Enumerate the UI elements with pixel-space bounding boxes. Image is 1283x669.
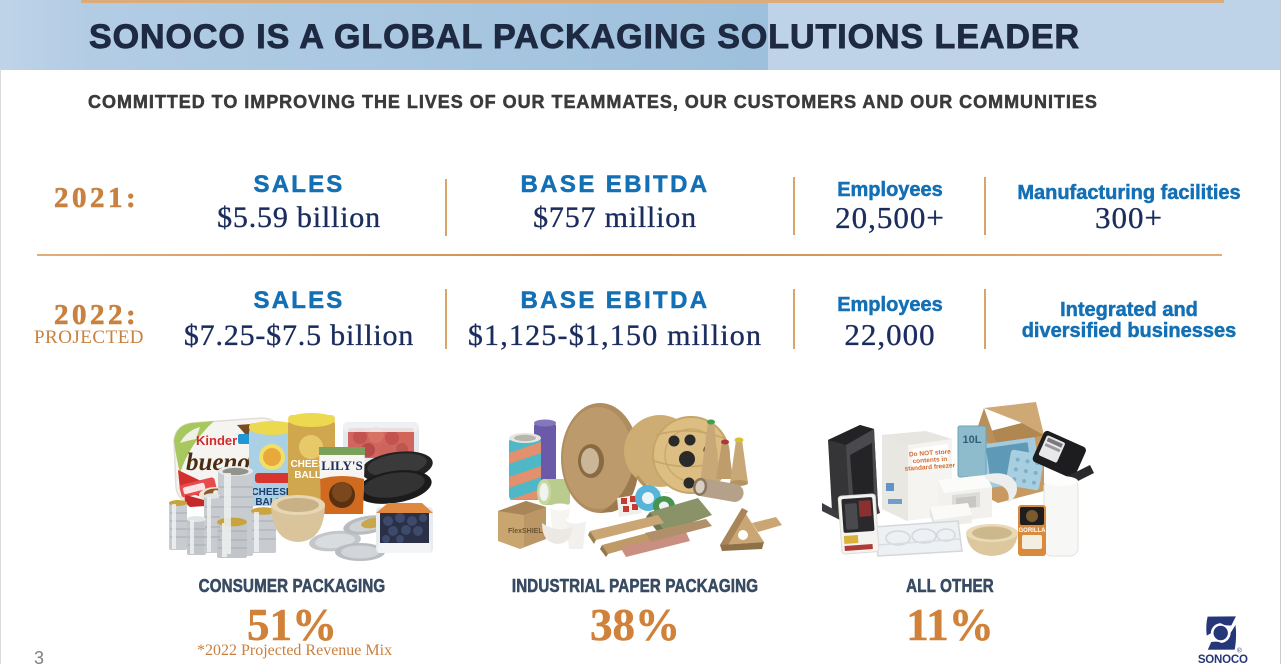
svg-text:FlexSHIELD: FlexSHIELD <box>508 528 548 535</box>
svg-text:®: ® <box>1237 647 1242 655</box>
svg-text:CHEESE: CHEESE <box>251 487 292 498</box>
svg-text:BALLS: BALLS <box>294 470 328 481</box>
svg-text:LILY'S: LILY'S <box>321 458 362 473</box>
svg-text:SONOCO: SONOCO <box>1198 654 1248 664</box>
svg-text:contents in: contents in <box>912 456 947 465</box>
svg-text:CHEESE: CHEESE <box>290 459 331 470</box>
svg-text:GORILLA: GORILLA <box>1019 528 1047 534</box>
svg-text:10L: 10L <box>963 434 982 446</box>
svg-text:Do NOT store: Do NOT store <box>909 449 952 459</box>
svg-text:Kinder: Kinder <box>196 433 237 448</box>
svg-text:standard freezer: standard freezer <box>904 462 955 473</box>
